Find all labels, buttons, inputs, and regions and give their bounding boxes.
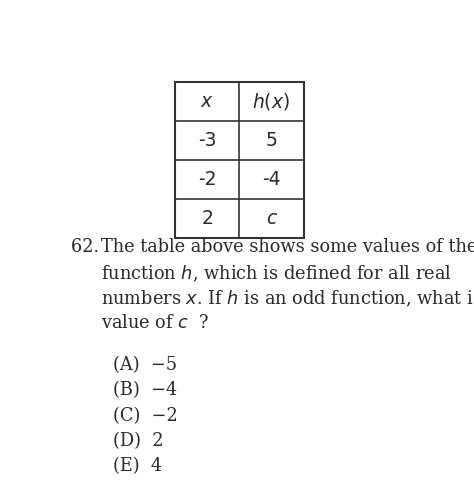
Text: 2: 2 <box>201 209 213 228</box>
Text: -4: -4 <box>262 170 281 189</box>
Text: numbers $x$. If $h$ is an odd function, what is the: numbers $x$. If $h$ is an odd function, … <box>101 289 474 309</box>
Text: (D)  2: (D) 2 <box>112 432 163 450</box>
Text: -2: -2 <box>198 170 216 189</box>
Bar <box>175 82 303 238</box>
Text: (A)  −5: (A) −5 <box>112 356 177 374</box>
Text: 5: 5 <box>265 131 277 150</box>
Text: function $h$, which is defined for all real: function $h$, which is defined for all r… <box>101 264 453 284</box>
Text: c: c <box>266 209 276 228</box>
Text: (E)  4: (E) 4 <box>112 457 162 475</box>
Text: The table above shows some values of the: The table above shows some values of the <box>101 238 474 256</box>
Text: $h(x)$: $h(x)$ <box>253 91 291 112</box>
Text: -3: -3 <box>198 131 216 150</box>
Text: 62.: 62. <box>71 238 105 256</box>
Text: (B)  −4: (B) −4 <box>112 382 177 399</box>
Text: value of $c$  ?: value of $c$ ? <box>101 314 210 332</box>
Text: (C)  −2: (C) −2 <box>112 407 177 425</box>
Text: $x$: $x$ <box>200 92 214 111</box>
